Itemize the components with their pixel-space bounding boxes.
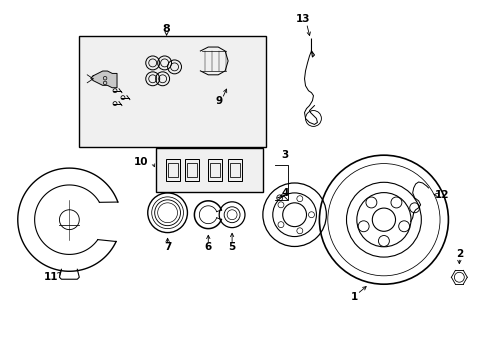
Text: 7: 7	[163, 243, 171, 252]
Text: 8: 8	[163, 24, 170, 34]
Bar	[208, 159, 222, 181]
Bar	[187, 163, 197, 177]
Text: 5: 5	[228, 243, 235, 252]
Bar	[230, 163, 240, 177]
Text: 4: 4	[281, 188, 288, 198]
Bar	[79, 36, 265, 147]
Text: 10: 10	[134, 157, 148, 167]
Polygon shape	[91, 71, 117, 88]
Bar	[167, 163, 177, 177]
Text: 1: 1	[350, 292, 357, 302]
Bar	[185, 159, 199, 181]
Bar	[210, 163, 220, 177]
Bar	[228, 159, 242, 181]
Bar	[165, 159, 179, 181]
Text: 2: 2	[455, 249, 462, 260]
Text: 6: 6	[204, 243, 211, 252]
Text: 11: 11	[44, 272, 59, 282]
Text: 13: 13	[296, 14, 310, 24]
Text: 12: 12	[434, 190, 449, 200]
Bar	[155, 148, 263, 192]
Text: 9: 9	[215, 96, 222, 105]
Text: 3: 3	[281, 150, 288, 160]
